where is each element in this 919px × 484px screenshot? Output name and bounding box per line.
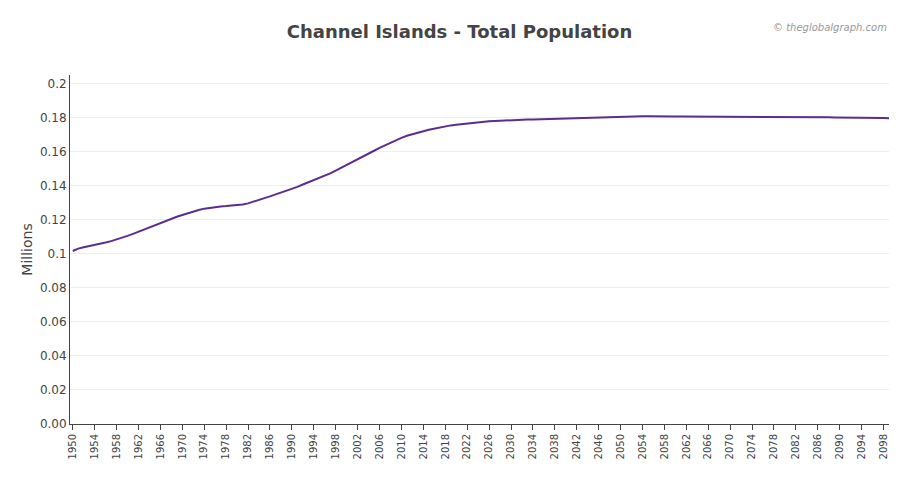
svg-text:2058: 2058: [659, 434, 670, 459]
svg-text:1994: 1994: [308, 434, 319, 459]
svg-text:0.1: 0.1: [48, 247, 67, 261]
svg-text:1966: 1966: [155, 434, 166, 459]
svg-text:2066: 2066: [702, 434, 713, 459]
svg-text:1990: 1990: [286, 434, 297, 459]
svg-text:2098: 2098: [878, 434, 889, 459]
svg-text:1962: 1962: [133, 434, 144, 459]
svg-text:2030: 2030: [505, 434, 516, 459]
svg-text:0.00: 0.00: [40, 417, 67, 431]
svg-text:1950: 1950: [67, 434, 78, 459]
svg-text:2074: 2074: [746, 434, 757, 459]
svg-text:2026: 2026: [483, 434, 494, 459]
svg-text:0.04: 0.04: [40, 349, 67, 363]
svg-text:0.2: 0.2: [48, 77, 67, 91]
svg-text:1958: 1958: [111, 434, 122, 459]
svg-text:0.14: 0.14: [40, 179, 67, 193]
svg-text:2022: 2022: [461, 434, 472, 459]
svg-text:0.08: 0.08: [40, 281, 67, 295]
svg-text:2086: 2086: [812, 434, 823, 459]
svg-text:2082: 2082: [790, 434, 801, 459]
svg-text:2006: 2006: [374, 434, 385, 459]
svg-text:1954: 1954: [89, 434, 100, 459]
svg-text:2054: 2054: [637, 434, 648, 459]
svg-text:Channel Islands - Total Popula: Channel Islands - Total Population: [287, 21, 633, 42]
svg-text:0.12: 0.12: [40, 213, 67, 227]
svg-text:2034: 2034: [527, 434, 538, 459]
svg-text:1978: 1978: [220, 434, 231, 459]
svg-text:2018: 2018: [440, 434, 451, 459]
svg-text:2010: 2010: [396, 434, 407, 459]
svg-text:2062: 2062: [681, 434, 692, 459]
svg-text:2014: 2014: [418, 434, 429, 459]
svg-text:0.02: 0.02: [40, 383, 67, 397]
svg-text:2002: 2002: [352, 434, 363, 459]
svg-text:2038: 2038: [549, 434, 560, 459]
svg-text:Millions: Millions: [19, 223, 35, 275]
svg-text:2090: 2090: [834, 434, 845, 459]
svg-text:2050: 2050: [615, 434, 626, 459]
svg-text:0.18: 0.18: [40, 111, 67, 125]
svg-text:2094: 2094: [856, 434, 867, 459]
svg-text:0.06: 0.06: [40, 315, 67, 329]
svg-text:© theglobalgraph.com: © theglobalgraph.com: [773, 22, 887, 33]
svg-text:0.16: 0.16: [40, 145, 67, 159]
svg-text:2046: 2046: [593, 434, 604, 459]
svg-text:1986: 1986: [264, 434, 275, 459]
svg-text:1974: 1974: [198, 434, 209, 459]
svg-text:1970: 1970: [177, 434, 188, 459]
svg-text:1982: 1982: [242, 434, 253, 459]
svg-text:2070: 2070: [724, 434, 735, 459]
svg-text:2042: 2042: [571, 434, 582, 459]
svg-text:1998: 1998: [330, 434, 341, 459]
svg-text:2078: 2078: [768, 434, 779, 459]
